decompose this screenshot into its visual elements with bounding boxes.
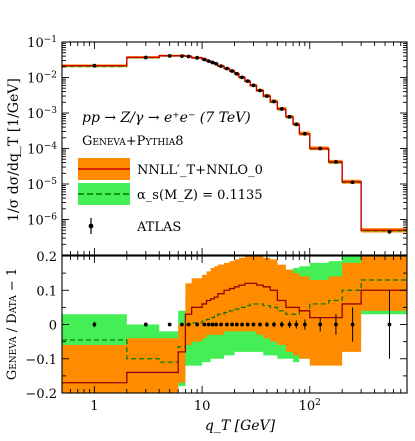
- legend-swatch-atlas-marker: [88, 223, 94, 229]
- bottom-atlas-point-20: [279, 322, 284, 327]
- bottom-atlas-point-13: [234, 322, 239, 327]
- bottom-atlas-point-4: [186, 322, 191, 327]
- top-atlas-point-10: [219, 64, 223, 69]
- top-atlas-point-0: [92, 63, 97, 68]
- bottom-atlas-point-7: [206, 322, 211, 327]
- top-atlas-point-13: [234, 71, 239, 76]
- top-atlas-point-11: [225, 66, 229, 71]
- bottom-atlas-point-0: [92, 322, 97, 327]
- top-atlas-point-12: [230, 69, 235, 73]
- bottom-atlas-point-24: [318, 322, 323, 327]
- top-y-axis-label: 1/σ dσ/dq_T [1/GeV]: [6, 78, 22, 222]
- generator-annotation: Geneva+Pythia8: [82, 134, 184, 149]
- top-atlas-point-4: [186, 54, 191, 59]
- bottom-ytick-label-1: −0.1: [25, 353, 57, 368]
- bottom-atlas-point-17: [258, 322, 262, 327]
- bottom-y-axis-label: Geneva / Data − 1: [5, 268, 20, 380]
- bottom-ytick-label-0: −0.2: [25, 387, 57, 402]
- top-atlas-point-8: [210, 60, 215, 65]
- xtick-label-0: 1: [90, 399, 98, 414]
- top-ticks: [61, 41, 408, 256]
- top-atlas-point-14: [240, 75, 244, 80]
- x-tick-labels: 1 10 102: [90, 398, 321, 414]
- legend-entry-atlas: ATLAS: [88, 218, 181, 235]
- top-atlas-point-5: [195, 55, 200, 60]
- bottom-atlas-point-22: [294, 322, 299, 327]
- top-atlas-point-6: [202, 57, 207, 62]
- top-atlas-point-18: [265, 94, 269, 98]
- top-ytick-label-2: 10−4: [27, 142, 57, 158]
- top-atlas-point-19: [272, 99, 276, 104]
- bottom-atlas-point-21: [287, 322, 292, 327]
- bottom-panel: −0.2 −0.1 0 0.1 0.2 1 10 102 Geneva / Data − 1…: [5, 250, 408, 434]
- legend-swatch-alphas-band: [78, 183, 130, 205]
- top-ytick-label-5: 10−1: [27, 35, 57, 51]
- top-y-tick-labels: 10−6 10−5 10−4 10−3 10−2 10−1: [27, 35, 57, 229]
- bottom-atlas-point-19: [272, 322, 276, 327]
- legend-label-atlas: ATLAS: [136, 220, 181, 235]
- bottom-atlas-point-14: [240, 322, 244, 327]
- bottom-atlas-point-1: [143, 322, 148, 327]
- bottom-plot-area: [62, 256, 407, 393]
- bottom-atlas-point-10: [219, 322, 223, 327]
- top-atlas-point-26: [350, 180, 355, 185]
- top-atlas-point-16: [251, 83, 256, 88]
- top-atlas-point-3: [180, 54, 184, 59]
- bottom-atlas-point-23: [302, 322, 307, 327]
- bottom-atlas-point-6: [202, 322, 207, 327]
- bottom-ytick-label-4: 0.2: [36, 250, 57, 265]
- bottom-atlas-point-2: [167, 322, 172, 327]
- top-ytick-label-0: 10−6: [27, 213, 57, 229]
- bottom-atlas-point-26: [350, 322, 355, 327]
- bottom-atlas-point-25: [334, 322, 338, 327]
- bottom-ytick-label-3: 0.1: [36, 284, 57, 299]
- bottom-y-tick-labels: −0.2 −0.1 0 0.1 0.2: [25, 250, 57, 402]
- top-atlas-point-15: [245, 79, 250, 84]
- bottom-ytick-label-2: 0: [49, 319, 57, 334]
- process-annotation: pp → Z/γ → e⁺e⁻ (7 TeV): [82, 110, 251, 126]
- top-atlas-point-17: [258, 88, 262, 93]
- top-atlas-point-7: [206, 59, 211, 64]
- top-ytick-label-4: 10−2: [27, 71, 57, 87]
- top-atlas-point-23: [302, 131, 307, 136]
- top-atlas-point-22: [294, 122, 299, 127]
- bottom-ticks: [61, 255, 408, 394]
- top-panel: 10−6 10−5 10−4 10−3 10−2 10−1 1/σ dσ/dq_T [1/…: [6, 35, 408, 256]
- bottom-line-nnll: [62, 282, 407, 384]
- top-line-nnll: [62, 55, 407, 231]
- top-atlas-point-21: [287, 114, 292, 119]
- top-ytick-label-1: 10−5: [27, 177, 57, 193]
- top-atlas-point-1: [143, 55, 148, 60]
- top-atlas-point-25: [334, 159, 338, 164]
- legend: NNLL′_T+NNLO_0 α_s(M_Z) = 0.1135 ATLAS: [78, 158, 263, 235]
- bottom-atlas-point-27: [387, 322, 392, 327]
- bottom-atlas-point-3: [180, 322, 184, 327]
- x-axis-label: q_T [GeV]: [205, 418, 276, 434]
- top-atlas-point-20: [279, 107, 284, 111]
- top-plot-area: [62, 54, 407, 234]
- bottom-line-alphas: [62, 279, 407, 363]
- bottom-atlas-point-5: [195, 322, 200, 327]
- xtick-label-2: 102: [299, 398, 321, 414]
- bottom-atlas-point-11: [225, 322, 229, 327]
- bottom-atlas-point-16: [251, 322, 256, 327]
- top-atlas-point-9: [214, 61, 219, 66]
- bottom-atlas-point-18: [265, 322, 269, 327]
- legend-label-alphas: α_s(M_Z) = 0.1135: [137, 188, 263, 203]
- bottom-atlas-point-8: [210, 322, 215, 327]
- top-ytick-label-3: 10−3: [27, 106, 57, 122]
- legend-label-nnll: NNLL′_T+NNLO_0: [137, 163, 263, 178]
- bottom-atlas-point-12: [230, 322, 235, 327]
- legend-entry-alphas: α_s(M_Z) = 0.1135: [78, 183, 263, 205]
- legend-entry-nnll: NNLL′_T+NNLO_0: [78, 158, 263, 180]
- top-atlas-point-27: [387, 229, 392, 234]
- xtick-label-1: 10: [194, 399, 211, 414]
- bottom-atlas-point-9: [214, 322, 219, 327]
- bottom-atlas-point-15: [245, 322, 250, 327]
- top-atlas-point-2: [167, 54, 172, 58]
- top-atlas-point-24: [318, 146, 323, 151]
